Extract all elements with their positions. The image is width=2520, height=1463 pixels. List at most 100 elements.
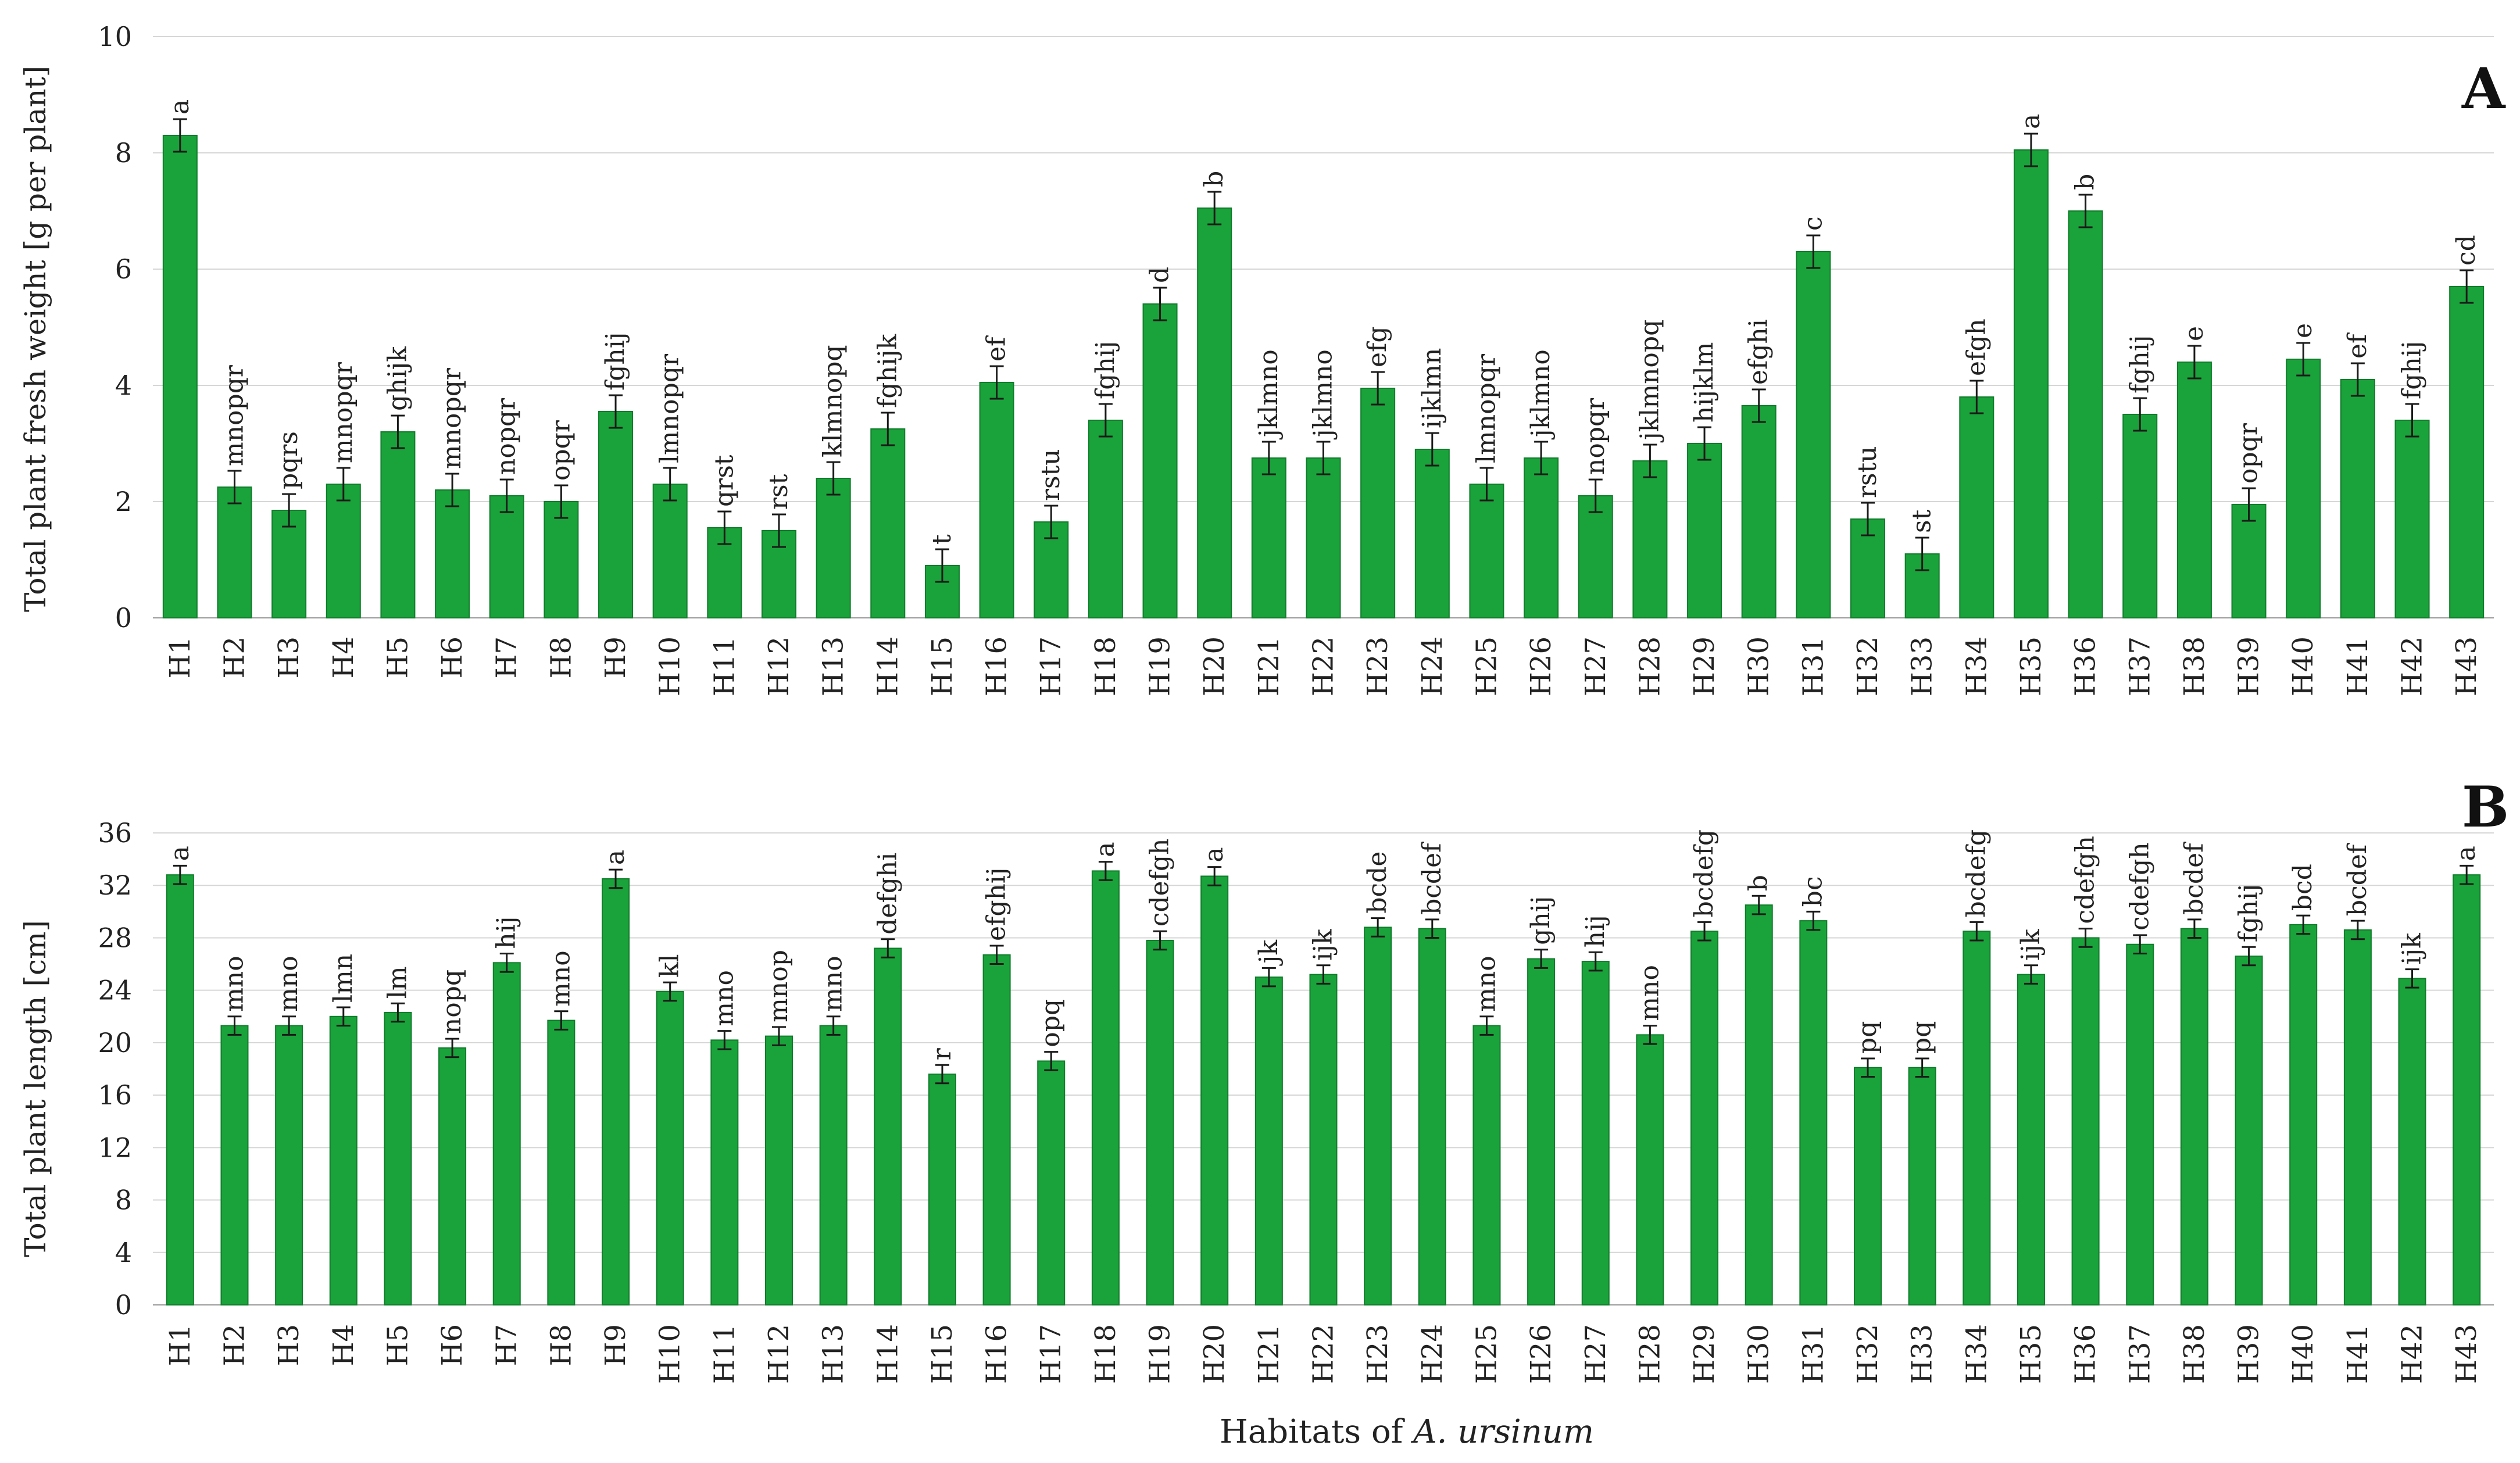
bar-h11-b (710, 1039, 739, 1306)
significance-label-h41-a: ef (2343, 332, 2372, 359)
bar-h15-b (928, 1074, 956, 1305)
significance-label-h21-b: jk (1254, 940, 1284, 967)
x-tick-label-h42-b: H42 (2396, 1324, 2429, 1384)
x-tick-label-h23-b: H23 (1361, 1324, 1394, 1384)
error-bar-h27-b (1588, 951, 1603, 972)
bar-h24-b (1418, 928, 1446, 1305)
significance-label-h1-a: a (165, 99, 195, 115)
x-tick-label-h26-a: H26 (1525, 636, 1557, 696)
bar-h30-a (1741, 405, 1776, 618)
error-bar-h17-a (1044, 505, 1059, 539)
x-tick-label-h28-b: H28 (1633, 1324, 1666, 1384)
error-bar-h23-a (1371, 371, 1385, 406)
x-tick-label-h21-b: H21 (1253, 1324, 1285, 1384)
x-tick-label-h19-a: H19 (1144, 636, 1177, 696)
significance-label-h34-a: efgh (1961, 319, 1991, 376)
significance-label-h9-a: fghij (600, 332, 630, 391)
error-bar-h11-a (717, 510, 732, 545)
significance-label-h40-b: bcd (2288, 864, 2318, 911)
error-bar-h37-b (2133, 934, 2147, 955)
significance-label-h5-a: ghijk (383, 346, 412, 411)
bar-h5-b (384, 1012, 412, 1305)
error-bar-h39-b (2242, 946, 2256, 967)
significance-label-h35-b: ijk (2016, 929, 2046, 961)
panel-b-y-tick-label: 16 (98, 1079, 132, 1111)
error-bar-h8-b (554, 1010, 569, 1031)
significance-label-h42-b: ijk (2397, 933, 2427, 965)
significance-label-h41-b: bcdef (2343, 843, 2372, 916)
error-bar-h34-b (1969, 921, 1984, 942)
x-tick-label-h22-a: H22 (1307, 636, 1340, 696)
significance-label-h17-a: rstu (1036, 449, 1066, 501)
bar-h36-a (2068, 210, 2103, 618)
significance-label-h37-b: cdefgh (2125, 842, 2154, 931)
panel-a-chart: 0 2 4 6 8 10 a H1 mnopqr H2 pqrs H3 mnopqr H4 ghijk H5… (19, 21, 2506, 696)
bar-h4-b (329, 1015, 358, 1306)
error-bar-h31-a (1806, 234, 1821, 269)
significance-label-h15-b: r (927, 1047, 957, 1060)
significance-label-h37-a: fghij (2125, 335, 2154, 394)
error-bar-h15-a (935, 548, 949, 583)
bar-h32-b (1854, 1067, 1882, 1305)
significance-label-h7-b: hij (492, 916, 521, 949)
error-bar-h33-b (1915, 1057, 1929, 1078)
significance-label-h25-b: mno (1471, 956, 1501, 1012)
panel-a-y-axis-label: Total plant fresh weight [g per plant] (19, 66, 52, 612)
significance-label-h28-a: jklmnopq (1635, 320, 1664, 443)
bar-h22-a (1306, 457, 1341, 618)
significance-label-h26-a: jklmno (1526, 349, 1556, 440)
significance-label-h27-a: nopqr (1581, 398, 1610, 475)
significance-label-h12-b: mnop (764, 950, 793, 1022)
error-bar-h6-a (445, 473, 460, 507)
significance-label-h11-a: qrst (709, 455, 739, 507)
bar-h6-a (435, 489, 470, 618)
x-tick-label-h43-b: H43 (2450, 1324, 2483, 1384)
x-tick-label-h35-a: H35 (2015, 636, 2047, 696)
bar-h23-b (1364, 927, 1392, 1305)
significance-label-h19-a: d (1145, 267, 1175, 283)
significance-label-h20-a: b (1199, 171, 1229, 187)
x-tick-label-h10-b: H10 (654, 1324, 687, 1384)
x-tick-label-h15-b: H15 (926, 1324, 959, 1384)
panel-b-y-tick-label: 24 (98, 975, 132, 1006)
bar-h41-a (2340, 379, 2375, 618)
x-tick-label-h34-a: H34 (1960, 636, 1993, 696)
significance-label-h10-a: lmnopqr (655, 353, 685, 463)
bar-h38-a (2176, 362, 2212, 618)
x-tick-label-h8-a: H8 (545, 636, 577, 678)
error-bar-h40-a (2296, 342, 2311, 377)
x-tick-label-h6-b: H6 (436, 1324, 469, 1366)
significance-label-h23-b: bcde (1363, 852, 1392, 914)
bar-h33-b (1908, 1067, 1936, 1305)
bar-h13-a (816, 478, 851, 618)
significance-label-h20-b: a (1199, 847, 1229, 862)
x-tick-label-h41-a: H41 (2342, 636, 2374, 696)
significance-label-h26-b: ghij (1526, 896, 1556, 945)
significance-label-h36-b: cdefgh (2071, 836, 2100, 924)
x-tick-label-h16-b: H16 (981, 1324, 1013, 1384)
significance-label-h43-a: cd (2451, 235, 2481, 266)
panel-b-letter: B (2462, 774, 2509, 840)
x-tick-label-h27-a: H27 (1579, 636, 1612, 696)
x-tick-label-h36-b: H36 (2069, 1324, 2102, 1384)
significance-label-h32-b: pq (1853, 1021, 1882, 1054)
x-tick-label-h1-b: H1 (164, 1324, 196, 1366)
error-bar-h18-a (1098, 403, 1113, 438)
x-tick-label-h31-b: H31 (1797, 1324, 1829, 1384)
error-bar-h13-a (826, 461, 841, 496)
error-bar-h29-b (1697, 921, 1712, 942)
x-tick-label-h36-a: H36 (2069, 636, 2102, 696)
panel-b-y-tick-label: 28 (98, 922, 132, 953)
error-bar-h10-b (663, 981, 677, 1002)
significance-label-h6-b: nopq (437, 970, 467, 1034)
panel-a-bars: a H1 mnopqr H2 pqrs H3 mnopqr H4 ghijk H5 mnopqr H6… (162, 99, 2485, 696)
x-tick-label-h23-a: H23 (1361, 636, 1394, 696)
x-tick-label-h38-b: H38 (2178, 1324, 2211, 1384)
error-bar-h28-b (1643, 1025, 1657, 1045)
x-tick-label-h37-a: H37 (2124, 636, 2156, 696)
x-tick-label-h11-b: H11 (708, 1324, 741, 1384)
error-bar-h25-b (1479, 1015, 1494, 1036)
significance-label-h25-a: lmnopqr (1471, 353, 1501, 463)
error-bar-h39-a (2242, 487, 2256, 522)
error-bar-h4-a (336, 467, 351, 502)
